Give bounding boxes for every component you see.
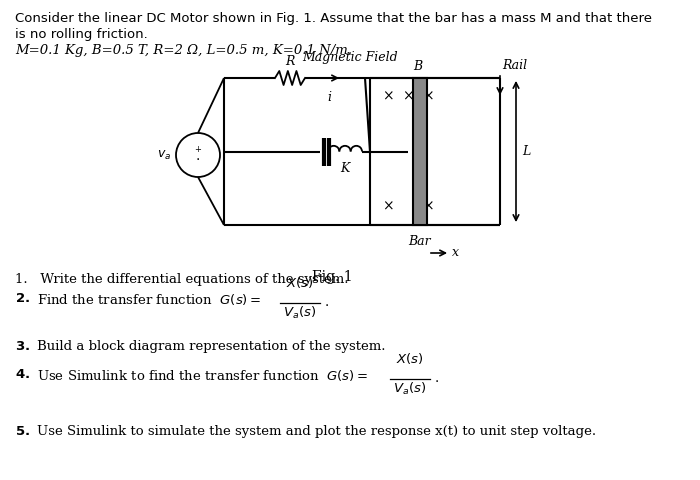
Text: K: K: [340, 161, 349, 175]
Text: Use Simulink to find the transfer function  $G(s)=$: Use Simulink to find the transfer functi…: [37, 368, 368, 383]
Text: Rail: Rail: [502, 59, 527, 72]
Text: R: R: [286, 55, 295, 68]
Text: Bar: Bar: [409, 235, 431, 248]
Text: ×: ×: [422, 200, 434, 214]
Text: .: .: [435, 372, 440, 385]
Text: Use Simulink to simulate the system and plot the response x(t) to unit step volt: Use Simulink to simulate the system and …: [37, 425, 596, 438]
Text: Build a block diagram representation of the system.: Build a block diagram representation of …: [37, 340, 386, 353]
Bar: [413, 78, 427, 225]
Text: $V_a(s)$: $V_a(s)$: [393, 381, 426, 397]
Text: $v_a$: $v_a$: [157, 148, 171, 162]
Text: ·: ·: [196, 153, 200, 167]
Text: B: B: [414, 60, 423, 73]
Text: $\mathbf{4.}$: $\mathbf{4.}$: [15, 368, 30, 381]
Text: Fig. 1: Fig. 1: [312, 270, 352, 284]
Text: x: x: [452, 247, 459, 260]
Text: +: +: [195, 145, 202, 155]
Text: L: L: [522, 145, 531, 158]
Text: Magnetic Field: Magnetic Field: [302, 51, 398, 64]
Text: 1.   Write the differential equations of the system.: 1. Write the differential equations of t…: [15, 273, 349, 286]
Text: ×: ×: [402, 89, 414, 103]
Text: .: .: [325, 297, 329, 310]
Text: i: i: [328, 91, 332, 104]
Text: $\mathbf{2.}$: $\mathbf{2.}$: [15, 292, 30, 305]
Text: ×: ×: [422, 89, 434, 103]
Text: $X(s)$: $X(s)$: [396, 351, 424, 366]
Text: $\mathbf{3.}$: $\mathbf{3.}$: [15, 340, 30, 353]
Text: ×: ×: [382, 200, 394, 214]
Text: $X(s)$: $X(s)$: [286, 275, 314, 290]
Text: $\mathbf{5.}$: $\mathbf{5.}$: [15, 425, 30, 438]
Text: $V_a(s)$: $V_a(s)$: [284, 305, 316, 321]
Text: Find the transfer function  $G(s)=$: Find the transfer function $G(s)=$: [37, 292, 261, 307]
Text: ×: ×: [382, 89, 394, 103]
Text: M=0.1 Kg, B=0.5 T, R=2 Ω, L=0.5 m, K=0.1 N/m.: M=0.1 Kg, B=0.5 T, R=2 Ω, L=0.5 m, K=0.1…: [15, 44, 352, 57]
Text: Consider the linear DC Motor shown in Fig. 1. Assume that the bar has a mass M a: Consider the linear DC Motor shown in Fi…: [15, 12, 652, 25]
Text: is no rolling friction.: is no rolling friction.: [15, 28, 148, 41]
